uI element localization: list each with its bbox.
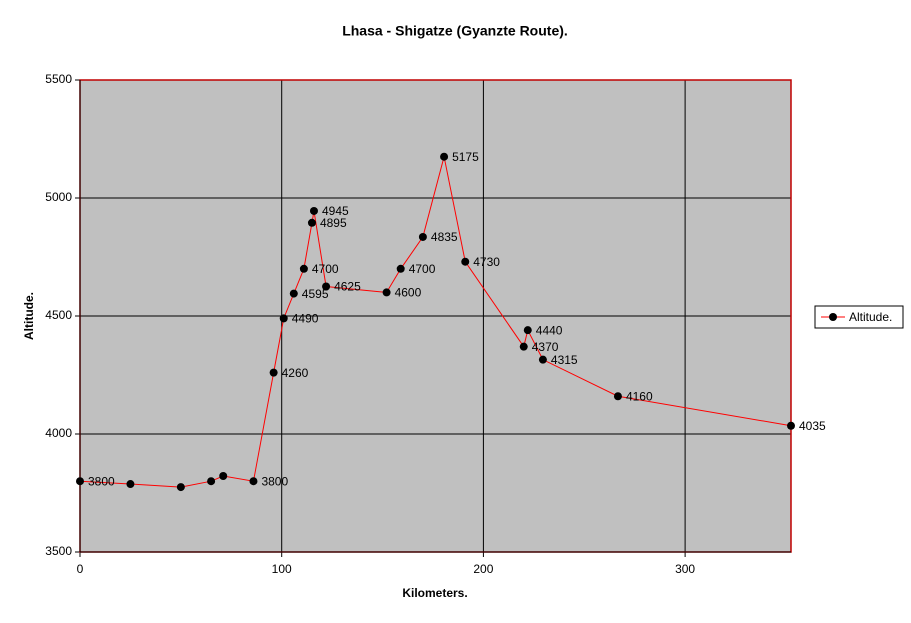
x-tick-label: 0 (77, 562, 84, 576)
data-label: 4700 (409, 262, 436, 276)
data-point (309, 206, 318, 215)
data-point (523, 326, 532, 335)
data-label: 4160 (626, 389, 653, 403)
data-label: 4370 (532, 340, 559, 354)
x-axis-title: Kilometers. (402, 586, 467, 600)
data-point (613, 392, 622, 401)
data-point (396, 264, 405, 273)
data-point (307, 218, 316, 227)
data-point (322, 282, 331, 291)
data-point (299, 264, 308, 273)
y-tick-label: 5500 (45, 72, 72, 86)
data-label: 4625 (334, 280, 361, 294)
data-point (176, 483, 185, 492)
data-point (249, 477, 258, 486)
y-tick-label: 4000 (45, 426, 72, 440)
data-label: 4895 (320, 216, 347, 230)
x-tick-label: 100 (272, 562, 292, 576)
data-point (382, 288, 391, 297)
data-label: 3800 (88, 474, 115, 488)
data-point (787, 421, 795, 430)
data-label: 4440 (536, 323, 563, 337)
data-point (461, 257, 470, 266)
data-point (440, 152, 449, 161)
data-point (519, 342, 528, 351)
y-tick-label: 3500 (45, 544, 72, 558)
data-label: 4600 (395, 286, 422, 300)
x-tick-label: 200 (473, 562, 493, 576)
legend-label: Altitude. (849, 310, 892, 324)
data-point (538, 355, 547, 364)
data-label: 4490 (292, 312, 319, 326)
data-label: 3800 (261, 474, 288, 488)
y-tick-label: 4500 (45, 308, 72, 322)
data-label: 4835 (431, 230, 458, 244)
y-axis-title: Altitude. (22, 292, 36, 340)
data-label: 4730 (473, 255, 500, 269)
legend-marker (829, 313, 837, 321)
data-label: 4035 (799, 419, 826, 433)
x-tick-label: 300 (675, 562, 695, 576)
data-label: 4700 (312, 262, 339, 276)
legend-box (814, 305, 904, 329)
data-label: 4945 (322, 204, 349, 218)
data-point (269, 368, 278, 377)
y-tick-label: 5000 (45, 190, 72, 204)
data-point (76, 477, 84, 486)
data-point (279, 314, 288, 323)
data-label: 4315 (551, 353, 578, 367)
data-point (289, 289, 298, 298)
data-label: 5175 (452, 150, 479, 164)
data-point (207, 477, 216, 486)
data-label: 4595 (302, 287, 329, 301)
data-point (126, 480, 135, 489)
data-point (418, 232, 427, 241)
data-point (219, 472, 228, 481)
data-label: 4260 (282, 366, 309, 380)
chart-title: Lhasa - Shigatze (Gyanzte Route). (342, 23, 568, 39)
